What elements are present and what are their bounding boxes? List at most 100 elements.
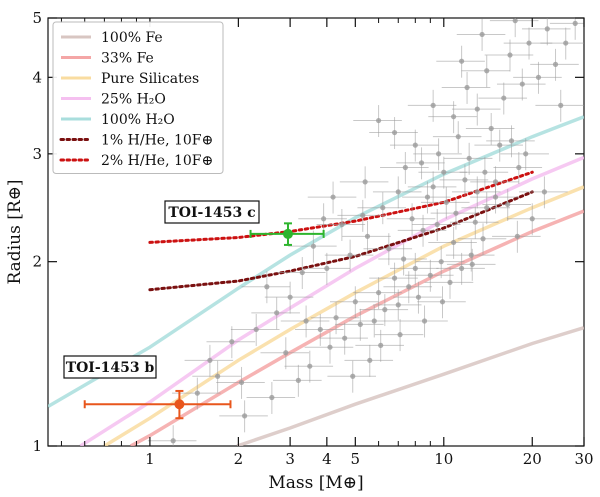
planet-marker — [479, 31, 485, 38]
planet-marker — [451, 114, 457, 120]
planet-marker — [406, 284, 412, 290]
planet-marker — [310, 243, 316, 249]
planet-marker — [391, 275, 398, 281]
planet-marker — [229, 339, 235, 345]
planet-marker — [395, 189, 401, 195]
planet-marker — [395, 302, 401, 308]
planet-marker — [474, 106, 480, 112]
background-planet-point — [496, 68, 546, 101]
background-planet-point — [372, 289, 422, 322]
background-planet-point — [334, 308, 384, 341]
planet-marker — [215, 373, 221, 379]
planet-marker — [430, 184, 436, 190]
planet-marker — [415, 294, 422, 300]
planet-marker — [430, 102, 436, 108]
background-planet-point — [327, 360, 377, 393]
planet-marker — [194, 390, 200, 396]
background-planet-point — [493, 151, 543, 184]
background-planet-point — [474, 129, 523, 162]
background-planet-point — [316, 209, 366, 241]
planet-marker — [468, 252, 474, 258]
planet-marker — [421, 318, 428, 324]
background-planet-point — [540, 27, 584, 60]
planet-marker — [303, 318, 309, 324]
background-planet-point — [380, 151, 429, 184]
planet-marker — [362, 179, 368, 185]
planet-marker — [330, 194, 336, 200]
highlighted-planet-1: TOI-1453 b — [63, 355, 232, 420]
background-planet-point — [246, 382, 296, 414]
planet-marker — [170, 438, 176, 444]
planet-marker — [375, 290, 382, 296]
planet-marker — [371, 318, 377, 324]
planet-marker — [572, 20, 578, 26]
planet-marker — [552, 61, 559, 67]
background-planet-point — [489, 18, 539, 38]
background-planet-point — [324, 239, 374, 272]
background-planet-point — [459, 156, 509, 189]
planet-marker — [558, 102, 564, 108]
planet-marker — [321, 216, 327, 222]
planet-marker — [253, 326, 259, 333]
planet-marker — [307, 363, 313, 369]
background-planet-point — [363, 233, 413, 266]
planet-marker — [283, 350, 289, 356]
planet-marker — [453, 210, 459, 216]
background-planet-point — [486, 125, 535, 158]
planet-marker — [339, 221, 345, 228]
x-axis-label: Mass [M⊕] — [268, 473, 363, 493]
planet-marker — [412, 265, 418, 272]
background-planet-point — [482, 188, 531, 221]
background-planet-point — [397, 214, 447, 247]
planet-marker — [563, 40, 569, 46]
background-planet-point — [273, 364, 322, 397]
background-planet-point — [492, 220, 541, 253]
planet-marker — [378, 342, 384, 348]
background-planet-point — [439, 164, 489, 197]
background-planet-point — [521, 18, 571, 46]
background-planet-point — [319, 322, 368, 355]
curve-6 — [148, 170, 534, 244]
background-planet-point — [298, 203, 347, 236]
background-planet-point — [241, 271, 291, 304]
y-tick-label: 3 — [32, 145, 42, 163]
y-axis-label: Radius [R⊕] — [5, 179, 25, 284]
background-planet-point — [219, 400, 268, 433]
planet-marker — [367, 357, 373, 363]
highlighted-planets: TOI-1453 b TOI-1453 c — [63, 200, 325, 420]
background-planet-point — [428, 101, 477, 134]
background-planet-point — [461, 55, 510, 88]
x-tick-label: 30 — [574, 450, 593, 468]
legend-entry: 25% H₂O — [61, 92, 166, 108]
y-tick-label: 4 — [32, 68, 42, 86]
background-planet-point — [407, 89, 457, 122]
background-planet-point — [389, 252, 439, 285]
planet-marker — [333, 315, 339, 321]
planet-marker — [484, 68, 490, 74]
background-planet-point — [513, 61, 562, 94]
x-tick-label: 1 — [145, 450, 155, 468]
planet-marker — [519, 81, 525, 87]
planet-marker — [497, 142, 503, 148]
background-planet-point — [216, 366, 265, 399]
background-planet-point — [396, 147, 445, 180]
planet-marker — [295, 377, 301, 383]
legend-entry: 2% H/He, 10F⊕ — [59, 153, 213, 169]
curve-0 — [236, 326, 584, 446]
planet-marker — [391, 129, 398, 136]
legend-box — [52, 21, 224, 174]
planet-marker — [274, 310, 280, 316]
planet-marker — [264, 284, 270, 290]
planet-marker — [512, 18, 518, 24]
background-planet-point — [288, 230, 337, 263]
x-tick-label: 10 — [434, 450, 453, 468]
planet-marker — [287, 294, 293, 300]
legend-entry: 33% Fe — [61, 51, 154, 67]
legend-entry: 1% H/He, 10F⊕ — [59, 133, 213, 149]
background-planet-point — [500, 138, 549, 171]
planet-marker — [438, 259, 444, 265]
planet-marker — [516, 164, 522, 171]
x-axis-ticks: 1 2 3 4 5 10 20 30 — [60, 18, 594, 468]
background-planet-point — [424, 266, 474, 299]
